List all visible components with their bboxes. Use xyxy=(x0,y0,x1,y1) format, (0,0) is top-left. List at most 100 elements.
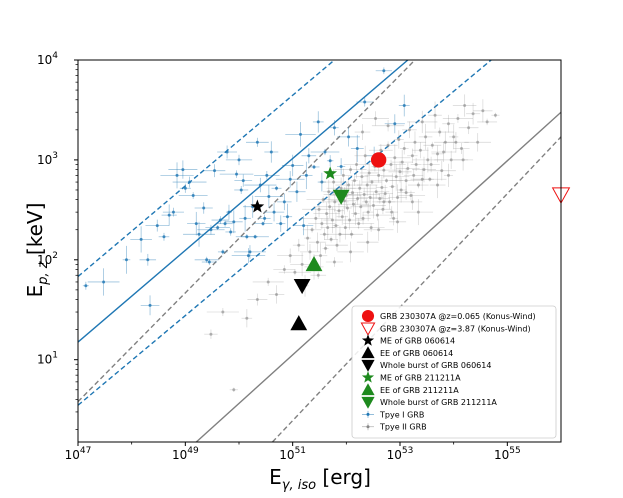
data-point xyxy=(246,137,269,147)
data-point xyxy=(278,269,312,276)
x-tick-label: 1055 xyxy=(494,446,521,462)
legend-label: Whole burst of GRB 211211A xyxy=(380,398,497,407)
data-point xyxy=(399,142,409,155)
data-point xyxy=(300,161,313,190)
series-type-2 xyxy=(204,94,500,392)
data-point xyxy=(431,145,444,163)
legend-item: Tpye II GRB xyxy=(362,423,427,432)
data-point xyxy=(313,242,328,269)
data-point xyxy=(201,258,217,266)
data-point xyxy=(310,148,340,156)
data-point xyxy=(325,257,343,267)
data-point xyxy=(376,194,403,210)
data-point xyxy=(464,133,491,152)
legend-marker xyxy=(361,334,375,346)
legend-marker xyxy=(360,322,376,336)
data-point xyxy=(310,271,327,279)
data-point xyxy=(333,203,345,219)
data-point xyxy=(340,230,363,239)
data-point xyxy=(323,206,342,234)
data-point xyxy=(356,231,379,253)
data-point xyxy=(319,228,329,240)
data-point xyxy=(285,122,316,147)
data-point xyxy=(247,293,268,306)
data-point xyxy=(385,206,398,219)
data-point xyxy=(276,215,286,232)
special-marker-2 xyxy=(250,199,265,213)
data-point xyxy=(162,207,184,217)
data-point xyxy=(234,185,249,194)
data-point xyxy=(224,210,243,234)
x-tick-label: 1051 xyxy=(279,446,306,462)
data-point xyxy=(332,212,340,239)
data-point xyxy=(389,210,407,233)
legend-label: ME of GRB 211211A xyxy=(380,374,461,383)
data-points xyxy=(82,67,500,392)
data-point xyxy=(378,141,398,150)
data-point xyxy=(442,114,455,133)
data-point xyxy=(187,211,206,236)
data-point xyxy=(317,172,327,192)
data-point xyxy=(347,192,368,205)
legend-label: ME of GRB 060614 xyxy=(380,337,455,346)
data-point xyxy=(388,184,407,211)
data-point xyxy=(271,186,282,191)
data-point xyxy=(473,99,493,123)
data-point xyxy=(369,178,404,184)
data-point xyxy=(389,173,396,200)
legend-marker xyxy=(362,423,374,431)
data-point xyxy=(160,162,194,189)
legend-marker xyxy=(361,346,375,359)
legend-label: EE of GRB 060614 xyxy=(380,349,453,358)
data-point xyxy=(241,309,253,328)
data-point xyxy=(458,121,479,135)
data-point xyxy=(322,243,329,254)
data-point xyxy=(254,171,280,180)
data-point xyxy=(331,215,360,240)
legend-marker xyxy=(361,309,375,323)
data-point xyxy=(172,176,207,188)
data-point xyxy=(389,168,423,194)
data-point xyxy=(422,156,440,173)
data-point xyxy=(234,245,266,259)
data-point xyxy=(466,102,481,125)
legend-label: Whole burst of GRB 060614 xyxy=(380,361,491,370)
data-point xyxy=(391,149,414,175)
data-point xyxy=(299,207,332,229)
data-point xyxy=(282,203,293,230)
data-point xyxy=(234,174,253,187)
data-point xyxy=(299,244,320,260)
data-point xyxy=(362,209,393,221)
x-axis: 1047 1049 1051 1053 1055 xyxy=(65,442,521,462)
legend-label: GRB 230307A @z=0.065 (Konus-Wind) xyxy=(380,312,536,321)
data-point xyxy=(449,124,459,150)
data-point xyxy=(410,167,435,191)
data-point xyxy=(396,190,426,201)
relation-line-5 xyxy=(271,136,561,442)
data-point xyxy=(308,232,327,252)
special-marker-6 xyxy=(305,255,323,272)
special-marker-3 xyxy=(290,315,308,331)
data-point xyxy=(361,179,382,185)
data-point xyxy=(356,97,374,107)
data-point xyxy=(357,223,385,232)
data-point xyxy=(194,256,219,263)
data-point xyxy=(427,160,456,181)
y-tick-label: 101 xyxy=(37,351,58,367)
data-point xyxy=(377,184,394,203)
data-point xyxy=(293,215,314,236)
data-point xyxy=(197,224,225,235)
data-point xyxy=(412,142,429,159)
data-point xyxy=(404,169,424,182)
data-point xyxy=(434,131,457,154)
data-point xyxy=(374,204,392,215)
legend-marker xyxy=(361,359,375,372)
y-tick-label: 102 xyxy=(37,251,58,267)
data-point xyxy=(225,204,232,220)
series-type-1 xyxy=(82,67,410,316)
data-point xyxy=(225,228,236,236)
data-point xyxy=(425,127,455,137)
data-point xyxy=(325,226,355,243)
data-point xyxy=(369,193,390,204)
legend-label: GRB 230307A @z=3.87 (Konus-Wind) xyxy=(380,324,531,333)
